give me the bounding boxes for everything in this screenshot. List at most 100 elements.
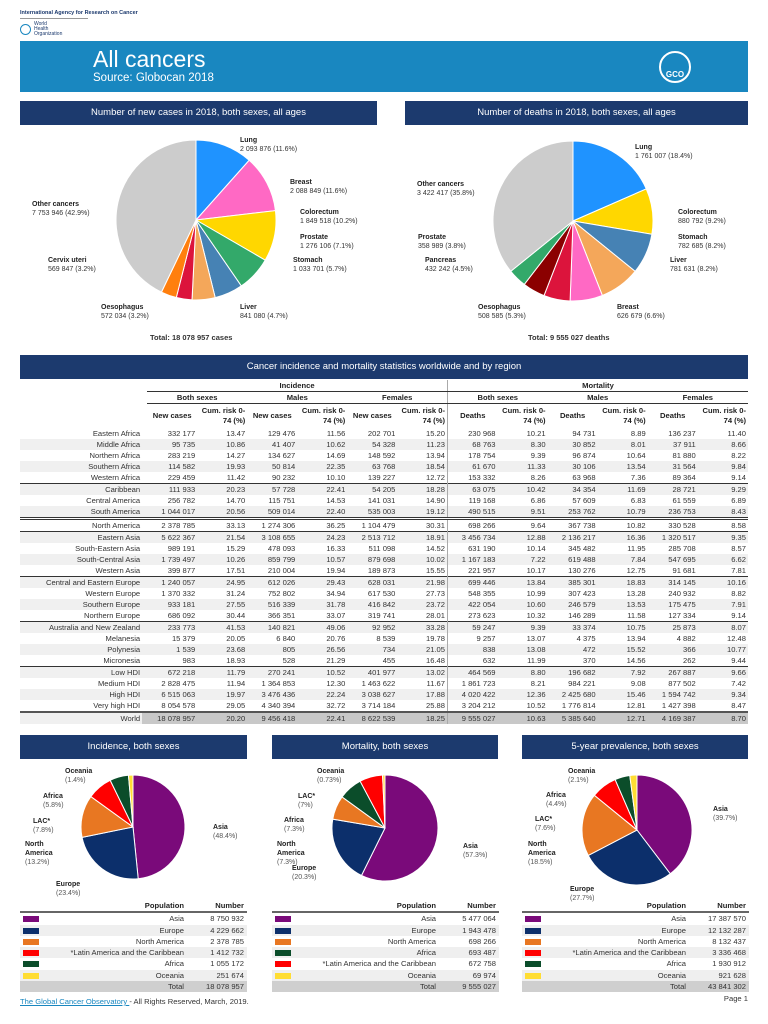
table-row: Micronesia 983 18.93 528 21.29 455 16.48 632 11.… [20, 654, 748, 666]
pie-label-value: (7.8%) [33, 827, 54, 834]
table-cell: 686 092 [167, 610, 196, 620]
pie-label: Liver 781 631 (8.2%) [670, 256, 718, 274]
pie-label-name: Asia [213, 824, 228, 831]
population-name: North America [135, 936, 184, 946]
pie-label-name: Africa [284, 817, 304, 824]
region-name: Eastern Asia [20, 530, 143, 543]
pie-label: Africa (7.3%) [284, 816, 328, 834]
pie-label-name: Europe [56, 881, 81, 888]
table-cell: 399 877 [167, 565, 196, 575]
table-cell: 628 031 [347, 575, 398, 588]
table-cell: 752 802 [267, 588, 296, 598]
population-name: Oceania [546, 969, 689, 982]
pie-label-name: Africa [43, 793, 63, 800]
table-cell: 68 763 [446, 438, 498, 450]
table-cell: 314 145 [647, 575, 698, 588]
table-cell: 16.48 [425, 655, 445, 665]
region-name: Northern Europe [83, 610, 141, 620]
section-header-deaths: Number of deaths in 2018, both sexes, al… [405, 101, 748, 125]
table-cell: 1 167 183 [446, 553, 498, 565]
table-cell: 17.88 [397, 688, 448, 700]
pie-label: Prostate 1 276 106 (7.1%) [300, 233, 354, 251]
column-header: Cum. risk 0-74 (%) [301, 405, 346, 425]
table-cell: 1 861 723 [446, 677, 498, 689]
table-cell: 10.77 [697, 643, 748, 655]
legend-table: Population Number Asia 8 750 932 Europe 4 229… [20, 900, 247, 993]
table-cell: 57 728 [247, 482, 298, 495]
table-cell: 270 241 [247, 665, 298, 678]
color-swatch-icon [275, 927, 291, 934]
legend-row: *Latin America and the Caribbean 672 758 [272, 958, 499, 969]
column-header: Deaths [559, 410, 586, 420]
table-cell: 9.14 [731, 610, 746, 620]
page-title: All cancers [93, 46, 206, 72]
pie-label-name: Oesophagus [478, 304, 521, 311]
table-cell: 16.33 [326, 543, 346, 553]
region-name: Micronesia [103, 655, 141, 665]
gco-logo-icon: GCO [659, 51, 691, 83]
gco-link[interactable]: The Global Cancer Observatory [20, 997, 130, 1006]
table-row: Middle Africa 95 735 10.86 41 407 10.62 54 32… [20, 438, 748, 450]
table-cell: 330 528 [647, 516, 698, 531]
population-name: Africa [296, 947, 439, 959]
population-number: 1 412 732 [187, 947, 247, 959]
region-name: Melanesia [105, 633, 141, 643]
table-cell: 14.56 [626, 655, 646, 665]
table-cell: 9.08 [630, 678, 646, 688]
pie-label-name: Liver [240, 304, 257, 311]
pie-label-name: Lung [635, 144, 653, 151]
pie-label-value: (27.7%) [570, 895, 595, 902]
pie-label-value: 1 033 701 (5.7%) [293, 266, 347, 273]
legend-row: Asia 8 750 932 [20, 912, 247, 924]
pie-label-value: (7%) [298, 802, 313, 809]
copyright-text: - All Rights Reserved, March, 2019. [129, 997, 249, 1006]
table-cell: 8.07 [697, 620, 748, 633]
legend-row: North America 8 132 437 [522, 936, 749, 947]
legend-table: Population Number Asia 17 387 570 Europe 12 1… [522, 900, 749, 993]
total-number: 18 078 957 [187, 981, 247, 993]
table-cell: 6.86 [530, 495, 546, 505]
table-cell: 189 873 [367, 565, 396, 575]
table-cell: 256 782 [167, 495, 196, 505]
pie-slice-asia [360, 774, 439, 882]
table-cell: 511 098 [368, 543, 396, 553]
table-cell: 16.36 [597, 530, 648, 543]
table-cell: 30 852 [547, 438, 598, 450]
pie-label: LAC* (7.6%) [535, 815, 579, 833]
total-number: 9 555 027 [439, 981, 499, 993]
table-cell: 5 385 640 [547, 710, 598, 724]
pie-label-value: 1 849 518 (10.2%) [300, 218, 358, 225]
table-cell: 11.23 [397, 438, 448, 450]
table-cell: 240 932 [668, 588, 696, 598]
table-cell: 3 456 734 [446, 530, 498, 543]
pie-slice-other-cancers [492, 140, 574, 272]
population-number: 3 336 468 [689, 947, 749, 959]
region-name: South-Eastern Asia [75, 543, 141, 553]
population-number: 2 378 785 [210, 936, 244, 946]
page-subtitle: Source: Globocan 2018 [93, 72, 214, 84]
table-cell: 983 [182, 655, 196, 665]
table-row: Western Europe 1 370 332 31.24 752 802 34.94… [20, 587, 748, 599]
legend-row: Africa 693 487 [272, 947, 499, 959]
table-cell: 11.79 [197, 665, 248, 678]
table-cell: 24.95 [197, 575, 248, 588]
table-cell: 8.47 [731, 700, 746, 710]
table-row: Central America 256 782 14.70 115 751 14.53 1… [20, 494, 748, 506]
table-cell: 33.07 [326, 610, 346, 620]
table-cell: 7.92 [597, 665, 648, 678]
population-name: Africa [164, 959, 184, 969]
table-cell: 63 968 [572, 472, 596, 482]
table-cell: 41 407 [247, 438, 298, 450]
table-cell: 9.44 [731, 655, 746, 665]
footer: The Global Cancer Observatory - All Righ… [20, 997, 249, 1006]
table-cell: 367 738 [547, 516, 598, 531]
table-cell: 31.78 [297, 598, 348, 610]
table-cell: 516 339 [247, 598, 298, 610]
table-cell: 25 873 [647, 620, 698, 633]
table-cell: 8.70 [697, 710, 748, 724]
table-cell: 1 274 306 [247, 516, 298, 531]
population-number: 8 750 932 [210, 914, 244, 924]
table-cell: 23.68 [197, 643, 248, 655]
pie-label: Europe (20.3%) [292, 864, 336, 882]
table-cell: 859 799 [247, 553, 298, 565]
